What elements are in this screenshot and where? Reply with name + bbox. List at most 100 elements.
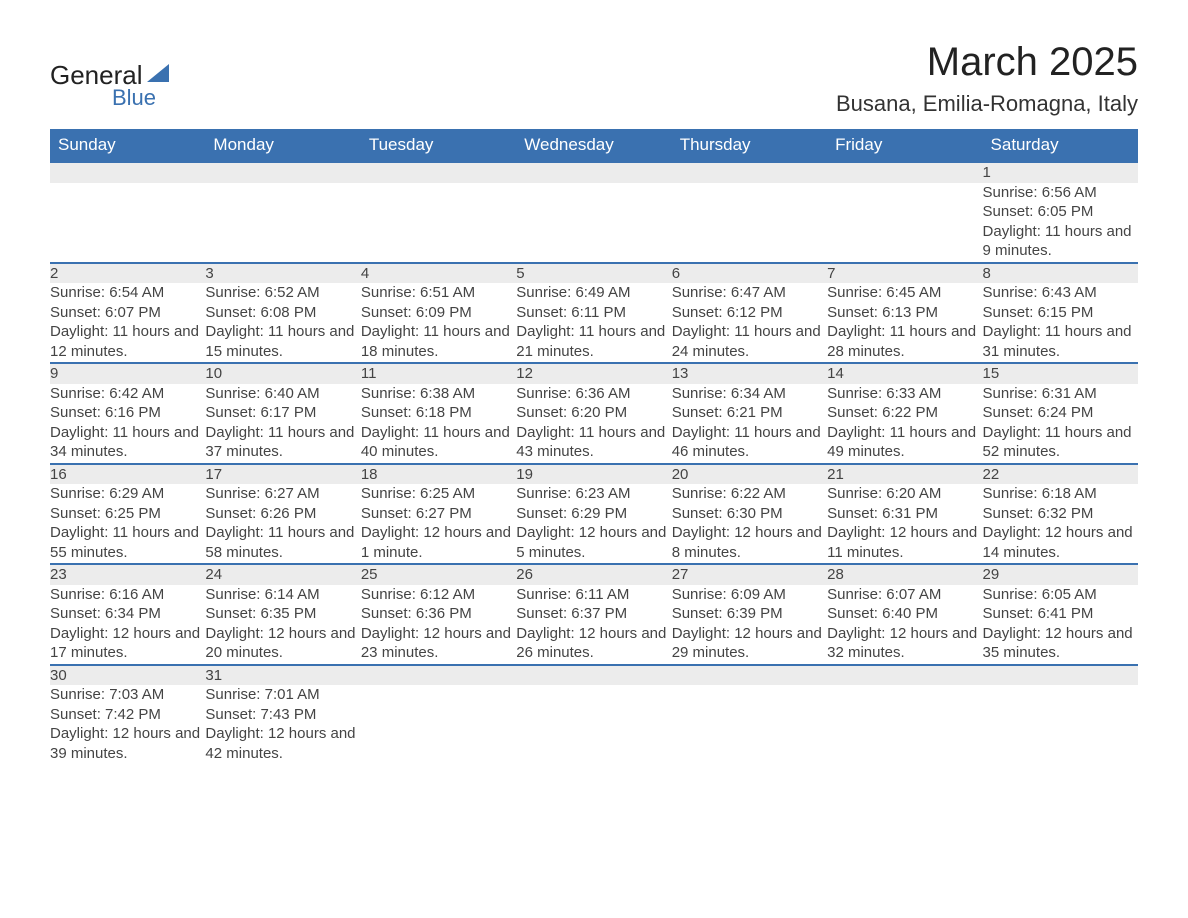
day-detail-cell: Sunrise: 6:40 AMSunset: 6:17 PMDaylight:… [205,384,360,464]
daylight-text: Daylight: 11 hours and 28 minutes. [827,322,982,361]
day-number-cell: 24 [205,564,360,585]
sunrise-text: Sunrise: 6:52 AM [205,283,360,303]
day-number-cell: 26 [516,564,671,585]
sunrise-text: Sunrise: 6:11 AM [516,585,671,605]
sunset-text: Sunset: 6:34 PM [50,604,205,624]
day-detail-cell: Sunrise: 6:54 AMSunset: 6:07 PMDaylight:… [50,283,205,363]
daylight-text: Daylight: 12 hours and 26 minutes. [516,624,671,663]
weekday-header: Friday [827,129,982,162]
daylight-text: Daylight: 11 hours and 24 minutes. [672,322,827,361]
day-number-cell [827,162,982,183]
sunset-text: Sunset: 6:32 PM [983,504,1138,524]
daylight-text: Daylight: 12 hours and 5 minutes. [516,523,671,562]
detail-row: Sunrise: 7:03 AMSunset: 7:42 PMDaylight:… [50,685,1138,765]
day-detail-cell [983,685,1138,765]
sunset-text: Sunset: 6:37 PM [516,604,671,624]
detail-row: Sunrise: 6:42 AMSunset: 6:16 PMDaylight:… [50,384,1138,464]
sunset-text: Sunset: 6:12 PM [672,303,827,323]
day-number-cell: 22 [983,464,1138,485]
weekday-header: Saturday [983,129,1138,162]
sunrise-text: Sunrise: 6:29 AM [50,484,205,504]
daynum-row: 16171819202122 [50,464,1138,485]
sunrise-text: Sunrise: 6:49 AM [516,283,671,303]
day-detail-cell: Sunrise: 6:52 AMSunset: 6:08 PMDaylight:… [205,283,360,363]
day-number-cell: 21 [827,464,982,485]
daylight-text: Daylight: 11 hours and 9 minutes. [983,222,1138,261]
day-detail-cell: Sunrise: 6:56 AMSunset: 6:05 PMDaylight:… [983,183,1138,263]
location-subtitle: Busana, Emilia-Romagna, Italy [836,91,1138,117]
day-number-cell: 23 [50,564,205,585]
day-detail-cell: Sunrise: 6:27 AMSunset: 6:26 PMDaylight:… [205,484,360,564]
sunset-text: Sunset: 6:35 PM [205,604,360,624]
daylight-text: Daylight: 12 hours and 20 minutes. [205,624,360,663]
day-detail-cell [516,183,671,263]
day-number-cell: 7 [827,263,982,284]
sunset-text: Sunset: 6:29 PM [516,504,671,524]
day-detail-cell [827,183,982,263]
day-detail-cell [361,685,516,765]
sunset-text: Sunset: 6:41 PM [983,604,1138,624]
day-detail-cell [827,685,982,765]
sunrise-text: Sunrise: 6:56 AM [983,183,1138,203]
day-number-cell: 3 [205,263,360,284]
daylight-text: Daylight: 11 hours and 31 minutes. [983,322,1138,361]
day-number-cell [361,162,516,183]
sunrise-text: Sunrise: 6:42 AM [50,384,205,404]
calendar-header-row: Sunday Monday Tuesday Wednesday Thursday… [50,129,1138,162]
day-detail-cell: Sunrise: 6:11 AMSunset: 6:37 PMDaylight:… [516,585,671,665]
weekday-header: Thursday [672,129,827,162]
daynum-row: 9101112131415 [50,363,1138,384]
sunrise-text: Sunrise: 6:54 AM [50,283,205,303]
sunrise-text: Sunrise: 6:34 AM [672,384,827,404]
day-detail-cell: Sunrise: 6:42 AMSunset: 6:16 PMDaylight:… [50,384,205,464]
sunrise-text: Sunrise: 6:27 AM [205,484,360,504]
day-number-cell: 18 [361,464,516,485]
month-title: March 2025 [836,40,1138,85]
sunrise-text: Sunrise: 6:43 AM [983,283,1138,303]
sunrise-text: Sunrise: 6:45 AM [827,283,982,303]
sunrise-text: Sunrise: 6:31 AM [983,384,1138,404]
weekday-header: Monday [205,129,360,162]
day-detail-cell: Sunrise: 6:51 AMSunset: 6:09 PMDaylight:… [361,283,516,363]
day-number-cell: 10 [205,363,360,384]
day-number-cell: 4 [361,263,516,284]
day-detail-cell: Sunrise: 6:45 AMSunset: 6:13 PMDaylight:… [827,283,982,363]
sunset-text: Sunset: 6:11 PM [516,303,671,323]
daylight-text: Daylight: 12 hours and 8 minutes. [672,523,827,562]
sunrise-text: Sunrise: 6:40 AM [205,384,360,404]
day-detail-cell [672,183,827,263]
day-detail-cell: Sunrise: 7:01 AMSunset: 7:43 PMDaylight:… [205,685,360,765]
daylight-text: Daylight: 11 hours and 49 minutes. [827,423,982,462]
sunrise-text: Sunrise: 6:22 AM [672,484,827,504]
daylight-text: Daylight: 11 hours and 40 minutes. [361,423,516,462]
day-number-cell: 30 [50,665,205,686]
day-number-cell: 20 [672,464,827,485]
daylight-text: Daylight: 11 hours and 46 minutes. [672,423,827,462]
day-detail-cell: Sunrise: 6:47 AMSunset: 6:12 PMDaylight:… [672,283,827,363]
day-number-cell: 9 [50,363,205,384]
daylight-text: Daylight: 12 hours and 14 minutes. [983,523,1138,562]
sunrise-text: Sunrise: 6:20 AM [827,484,982,504]
day-number-cell [827,665,982,686]
day-number-cell [205,162,360,183]
day-number-cell [983,665,1138,686]
sunrise-text: Sunrise: 6:36 AM [516,384,671,404]
sunset-text: Sunset: 7:43 PM [205,705,360,725]
day-detail-cell: Sunrise: 6:25 AMSunset: 6:27 PMDaylight:… [361,484,516,564]
detail-row: Sunrise: 6:16 AMSunset: 6:34 PMDaylight:… [50,585,1138,665]
sunset-text: Sunset: 6:05 PM [983,202,1138,222]
sunrise-text: Sunrise: 6:09 AM [672,585,827,605]
daylight-text: Daylight: 12 hours and 11 minutes. [827,523,982,562]
daylight-text: Daylight: 11 hours and 21 minutes. [516,322,671,361]
daylight-text: Daylight: 11 hours and 58 minutes. [205,523,360,562]
sunset-text: Sunset: 6:24 PM [983,403,1138,423]
daylight-text: Daylight: 12 hours and 35 minutes. [983,624,1138,663]
title-block: March 2025 Busana, Emilia-Romagna, Italy [836,40,1138,117]
day-detail-cell: Sunrise: 6:34 AMSunset: 6:21 PMDaylight:… [672,384,827,464]
daylight-text: Daylight: 11 hours and 34 minutes. [50,423,205,462]
day-number-cell [516,665,671,686]
sunrise-text: Sunrise: 6:33 AM [827,384,982,404]
day-detail-cell: Sunrise: 6:18 AMSunset: 6:32 PMDaylight:… [983,484,1138,564]
daynum-row: 1 [50,162,1138,183]
daylight-text: Daylight: 11 hours and 52 minutes. [983,423,1138,462]
